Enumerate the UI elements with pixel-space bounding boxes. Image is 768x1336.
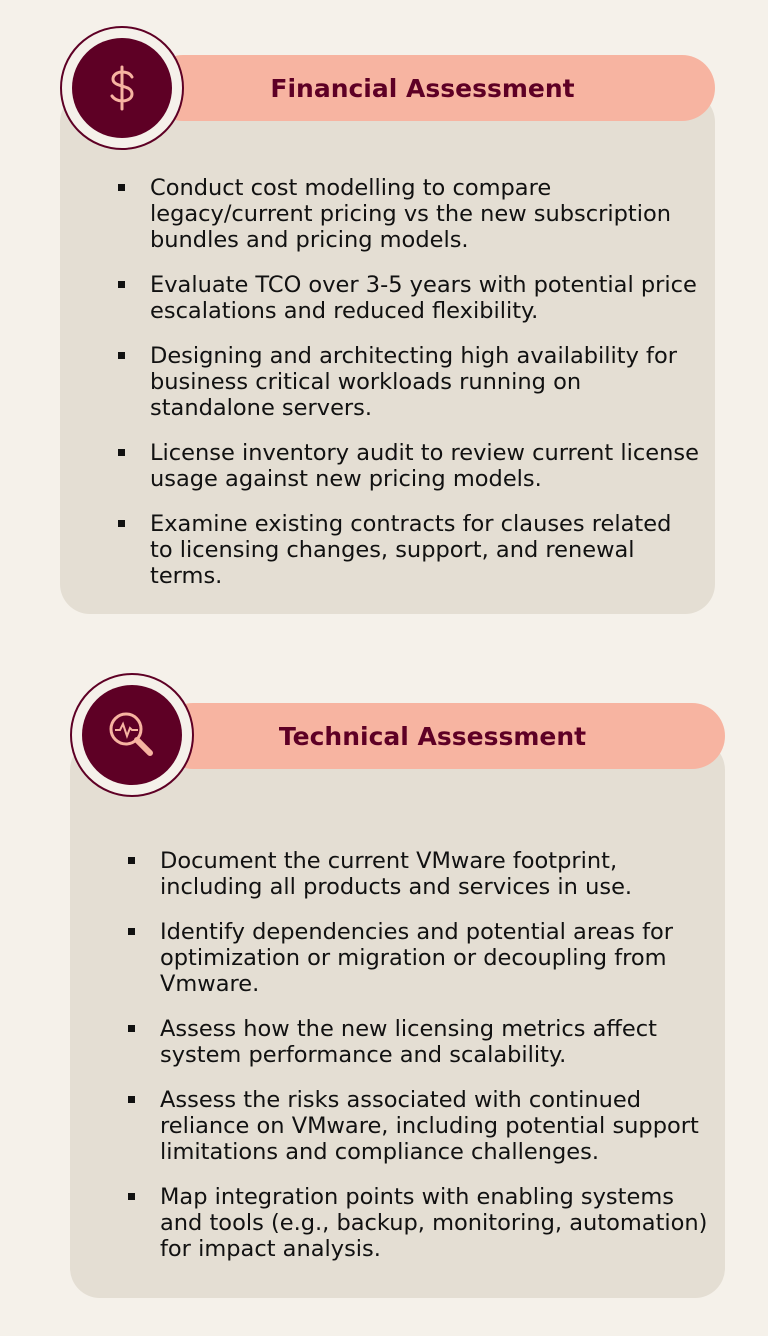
list-item: Map integration points with enabling sys… (128, 1184, 710, 1262)
list-item: Identify dependencies and potential area… (128, 919, 710, 997)
technical-card (70, 740, 725, 1298)
list-item: Assess how the new licensing metrics aff… (128, 1016, 710, 1068)
technical-title: Technical Assessment (278, 721, 587, 751)
list-item: License inventory audit to review curren… (118, 440, 700, 492)
list-item: Conduct cost modelling to compare legacy… (118, 175, 700, 253)
list-item: Evaluate TCO over 3-5 years with potenti… (118, 272, 700, 324)
list-item: Designing and architecting high availabi… (118, 343, 700, 421)
magnifier-pulse-icon (82, 685, 182, 785)
financial-card (60, 92, 715, 614)
financial-title: Financial Assessment (270, 73, 575, 103)
financial-list: Conduct cost modelling to compare legacy… (118, 175, 700, 608)
list-item: Document the current VMware footprint, i… (128, 848, 710, 900)
list-item: Examine existing contracts for clauses r… (118, 511, 700, 589)
technical-header: Technical Assessment (160, 703, 725, 769)
technical-list: Document the current VMware footprint, i… (128, 848, 710, 1281)
dollar-icon (72, 38, 172, 138)
list-item: Assess the risks associated with continu… (128, 1087, 710, 1165)
financial-header: Financial Assessment (150, 55, 715, 121)
